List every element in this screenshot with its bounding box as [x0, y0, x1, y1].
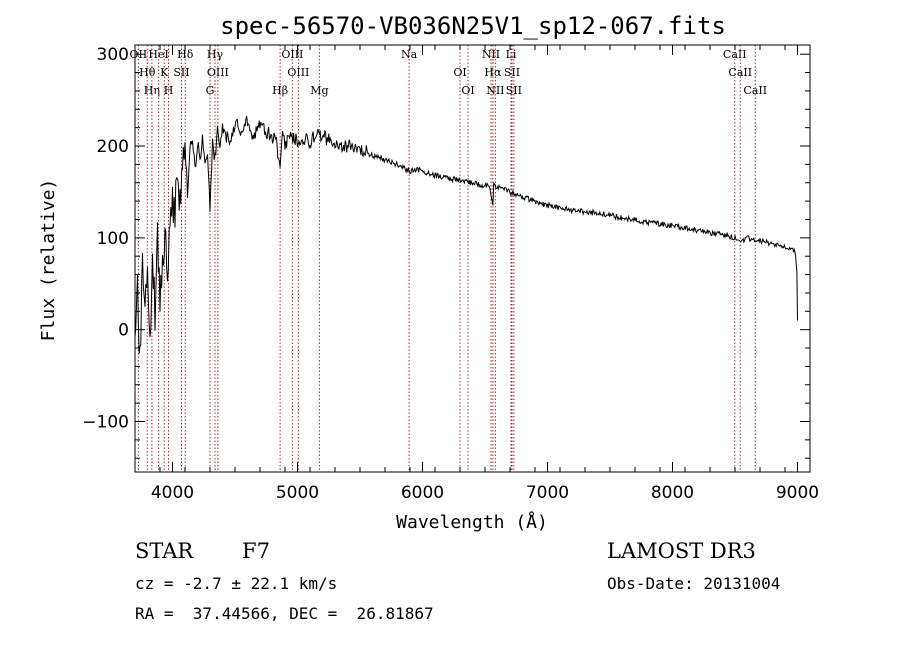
x-tick-label-7000: 7000 — [526, 483, 569, 503]
x-tick-label-8000: 8000 — [651, 483, 694, 503]
spectral-line-markers: OIIHθHηHeIKHHδSIIGHγOIIIHβOIIIOIIIMgNaOI… — [130, 45, 767, 472]
line-mark-label-7: SII — [173, 66, 189, 79]
line-mark-label-18: NII — [482, 48, 500, 61]
line-mark-label-25: CaII — [728, 66, 752, 79]
line-mark-label-21: Li — [506, 48, 517, 61]
y-tick-label-100: 100 — [97, 229, 129, 249]
line-mark-label-14: Mg — [310, 84, 328, 97]
survey-name: LAMOST DR3 — [607, 539, 756, 563]
line-mark-label-16: OI — [453, 66, 466, 79]
line-mark-label-1: Hθ — [139, 66, 156, 79]
series-flux — [134, 115, 798, 354]
chart-title: spec-56570-VB036N25V1_sp12-067.fits — [220, 12, 726, 40]
line-mark-label-9: Hγ — [207, 48, 224, 61]
spectrum-series — [134, 115, 798, 354]
line-mark-label-26: CaII — [743, 84, 767, 97]
x-axis-label: Wavelength (Å) — [396, 511, 548, 533]
line-mark-label-6: Hδ — [177, 48, 194, 61]
obs-date: Obs-Date: 20131004 — [607, 574, 781, 593]
line-mark-label-4: K — [160, 66, 169, 79]
y-tick-label-200: 200 — [97, 137, 129, 157]
line-mark-label-20: NII — [486, 84, 504, 97]
line-mark-label-23: SII — [506, 84, 522, 97]
line-mark-label-22: SII — [504, 66, 520, 79]
line-mark-label-8: G — [206, 84, 215, 97]
redshift-text: cz = -2.7 ± 22.1 km/s — [135, 574, 338, 593]
object-subclass: F7 — [242, 539, 270, 563]
line-mark-label-13: OIII — [287, 66, 309, 79]
y-tick-label-0: 0 — [118, 321, 129, 341]
line-mark-label-2: Hη — [144, 84, 160, 97]
line-mark-label-5: H — [164, 84, 174, 97]
line-mark-label-3: HeI — [148, 48, 168, 61]
line-mark-label-10: OIII — [207, 66, 229, 79]
axes: 4000 5000 6000 7000 8000 9000 −100 0 100 200 300 — [82, 45, 819, 503]
y-tick-label-300: 300 — [97, 45, 129, 65]
line-mark-label-11: Hβ — [272, 84, 288, 97]
line-mark-label-24: CaII — [723, 48, 747, 61]
line-mark-label-15: Na — [401, 48, 418, 61]
x-tick-label-5000: 5000 — [276, 483, 319, 503]
x-tick-label-6000: 6000 — [401, 483, 444, 503]
coordinates: RA = 37.44566, DEC = 26.81867 — [135, 604, 434, 623]
object-class: STAR — [135, 539, 194, 563]
line-mark-label-19: Hα — [484, 66, 502, 79]
y-axis-label: Flux (relative) — [38, 179, 59, 342]
plot-frame — [134, 44, 811, 473]
x-tick-label-4000: 4000 — [151, 483, 194, 503]
line-mark-label-17: OI — [461, 84, 474, 97]
y-tick-label--100: −100 — [82, 412, 129, 432]
x-tick-label-9000: 9000 — [776, 483, 819, 503]
